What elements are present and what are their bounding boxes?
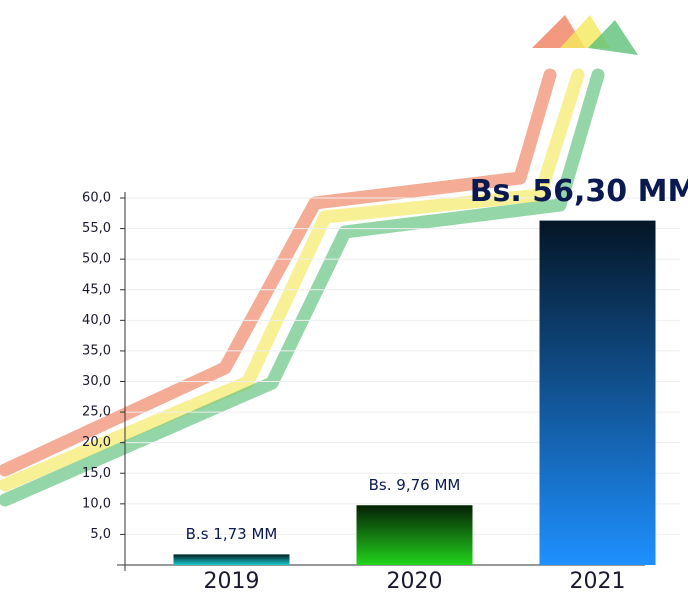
y-tick-label: 40,0 bbox=[82, 313, 111, 328]
x-tick-label: 2021 bbox=[570, 569, 626, 593]
value-label: B.s 1,73 MM bbox=[186, 525, 278, 543]
y-tick-label: 5,0 bbox=[90, 527, 111, 542]
y-tick-label: 45,0 bbox=[82, 282, 111, 297]
y-tick-label: 15,0 bbox=[82, 466, 111, 481]
y-tick-label: 55,0 bbox=[82, 221, 111, 236]
bar-shade bbox=[539, 220, 656, 566]
y-tick-label: 10,0 bbox=[82, 496, 111, 511]
y-tick-label: 50,0 bbox=[82, 252, 111, 267]
y-tick-label: 60,0 bbox=[82, 191, 111, 206]
bar-shade bbox=[356, 505, 473, 565]
y-tick-label: 25,0 bbox=[82, 405, 111, 420]
x-tick-label: 2019 bbox=[204, 569, 260, 593]
y-tick-label: 30,0 bbox=[82, 374, 111, 389]
bar-shade bbox=[173, 554, 290, 565]
y-tick-label: 35,0 bbox=[82, 343, 111, 358]
decorative-arrows bbox=[0, 15, 638, 507]
value-label: Bs. 56,30 MM bbox=[470, 174, 688, 209]
value-label: Bs. 9,76 MM bbox=[369, 476, 461, 494]
y-tick-label: 20,0 bbox=[82, 435, 111, 450]
x-tick-label: 2020 bbox=[387, 569, 443, 593]
